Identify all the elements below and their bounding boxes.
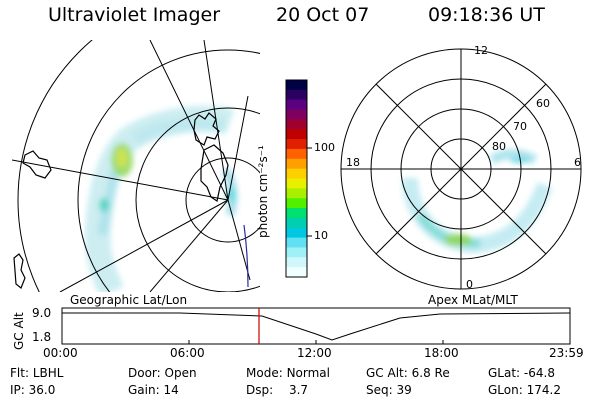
status-mode-value: Normal (286, 366, 330, 380)
colorbar-tick-100: 100 (314, 141, 335, 154)
colorbar-segment (286, 257, 307, 268)
colorbar-segment (286, 237, 307, 248)
colorbar-segment (286, 188, 307, 199)
colorbar-segment (286, 129, 307, 140)
altitude-ylabel: GC Alt (12, 312, 26, 350)
altitude-curve (62, 312, 571, 341)
left-panel-caption: Geographic Lat/Lon (70, 293, 188, 307)
lat-label-80: 80 (492, 140, 506, 153)
instrument-title: Ultraviolet Imager (48, 4, 221, 26)
colorbar-segment (286, 198, 307, 209)
polar-plot (340, 48, 582, 290)
status-ip-label: IP: (10, 383, 25, 397)
colorbar-segment (286, 119, 307, 130)
altitude-xtick-1200: 12:00 (297, 346, 332, 360)
altitude-x-ticks (61, 340, 571, 344)
status-seq: Seq: 39 (366, 383, 412, 397)
colorbar-ticks (307, 147, 312, 237)
altitude-xtick-0600: 06:00 (170, 346, 205, 360)
status-gain-label: Gain: (128, 383, 160, 397)
colorbar-segment (286, 109, 307, 120)
status-dsp-value: 3.7 (288, 383, 309, 397)
colorbar-segment (286, 168, 307, 179)
status-glat: GLat: -64.8 (488, 366, 555, 380)
altitude-ytick-1.8: 1.8 (32, 330, 52, 344)
status-gc-alt-value: 6.8 Re (411, 366, 450, 380)
status-glat-value: -64.8 (523, 366, 555, 380)
status-seq-label: Seq: (366, 383, 393, 397)
altitude-plot (61, 307, 571, 345)
status-dsp: Dsp: 3.7 (246, 383, 308, 397)
colorbar-segment (286, 80, 307, 91)
colorbar-tick-10: 10 (314, 229, 328, 242)
status-gain-value: 14 (163, 383, 179, 397)
colorbar-segment (286, 99, 307, 111)
status-mode-label: Mode: (246, 366, 283, 380)
colorbar (286, 80, 307, 278)
status-filter: Flt: LBHL (10, 366, 63, 380)
altitude-xtick-1800: 18:00 (424, 346, 459, 360)
mlt-label-12: 12 (474, 44, 488, 57)
polar-diagonal-2 (375, 83, 547, 255)
lat-label-70: 70 (513, 120, 527, 133)
status-gc-alt: GC Alt: 6.8 Re (366, 366, 450, 380)
status-gain: Gain: 14 (128, 383, 179, 397)
colorbar-segment (286, 267, 307, 278)
colorbar-frame (285, 79, 308, 278)
lat-label-60: 60 (536, 97, 550, 110)
aurora-left (84, 105, 238, 292)
colorbar-segment (286, 178, 307, 189)
status-glat-label: GLat: (488, 366, 521, 380)
colorbar-segment (286, 148, 307, 160)
colorbar-segment (286, 227, 307, 239)
mlt-label-6: 6 (574, 156, 581, 169)
colorbar-segment (286, 89, 307, 101)
colorbar-segment (286, 208, 307, 219)
geographic-map (12, 40, 260, 292)
status-ip: IP: 36.0 (10, 383, 55, 397)
status-ip-value: 36.0 (28, 383, 56, 397)
colorbar-segment (286, 247, 307, 258)
status-gc-alt-label: GC Alt: (366, 366, 408, 380)
right-panel-caption: Apex MLat/MLT (428, 293, 518, 307)
colorbar-segment (286, 217, 307, 229)
coastlines (13, 112, 249, 289)
colorbar-segment (286, 139, 307, 150)
altitude-xtick-2359: 23:59 (549, 346, 584, 360)
status-door-label: Door: (128, 366, 161, 380)
colorbar-segment (286, 158, 307, 170)
status-door: Door: Open (128, 366, 197, 380)
status-door-value: Open (164, 366, 197, 380)
colorbar-unit-label: photon cm⁻²s⁻¹ (256, 145, 270, 238)
header-date: 20 Oct 07 (276, 4, 370, 26)
status-filter-label: Flt: (10, 366, 29, 380)
status-filter-value: LBHL (32, 366, 64, 380)
status-seq-value: 39 (396, 383, 412, 397)
altitude-ytick-9: 9.0 (32, 306, 52, 320)
map-grid (12, 40, 260, 292)
aurora-right (402, 149, 553, 254)
header-time: 09:18:36 UT (428, 4, 545, 26)
status-glon-label: GLon: (488, 383, 523, 397)
status-mode: Mode: Normal (246, 366, 330, 380)
status-glon-value: 174.2 (526, 383, 561, 397)
mlt-label-0: 0 (466, 278, 473, 291)
status-glon: GLon: 174.2 (488, 383, 561, 397)
status-dsp-label: Dsp: (246, 383, 274, 397)
altitude-xtick-0000: 00:00 (43, 346, 78, 360)
mlt-label-18: 18 (346, 156, 360, 169)
